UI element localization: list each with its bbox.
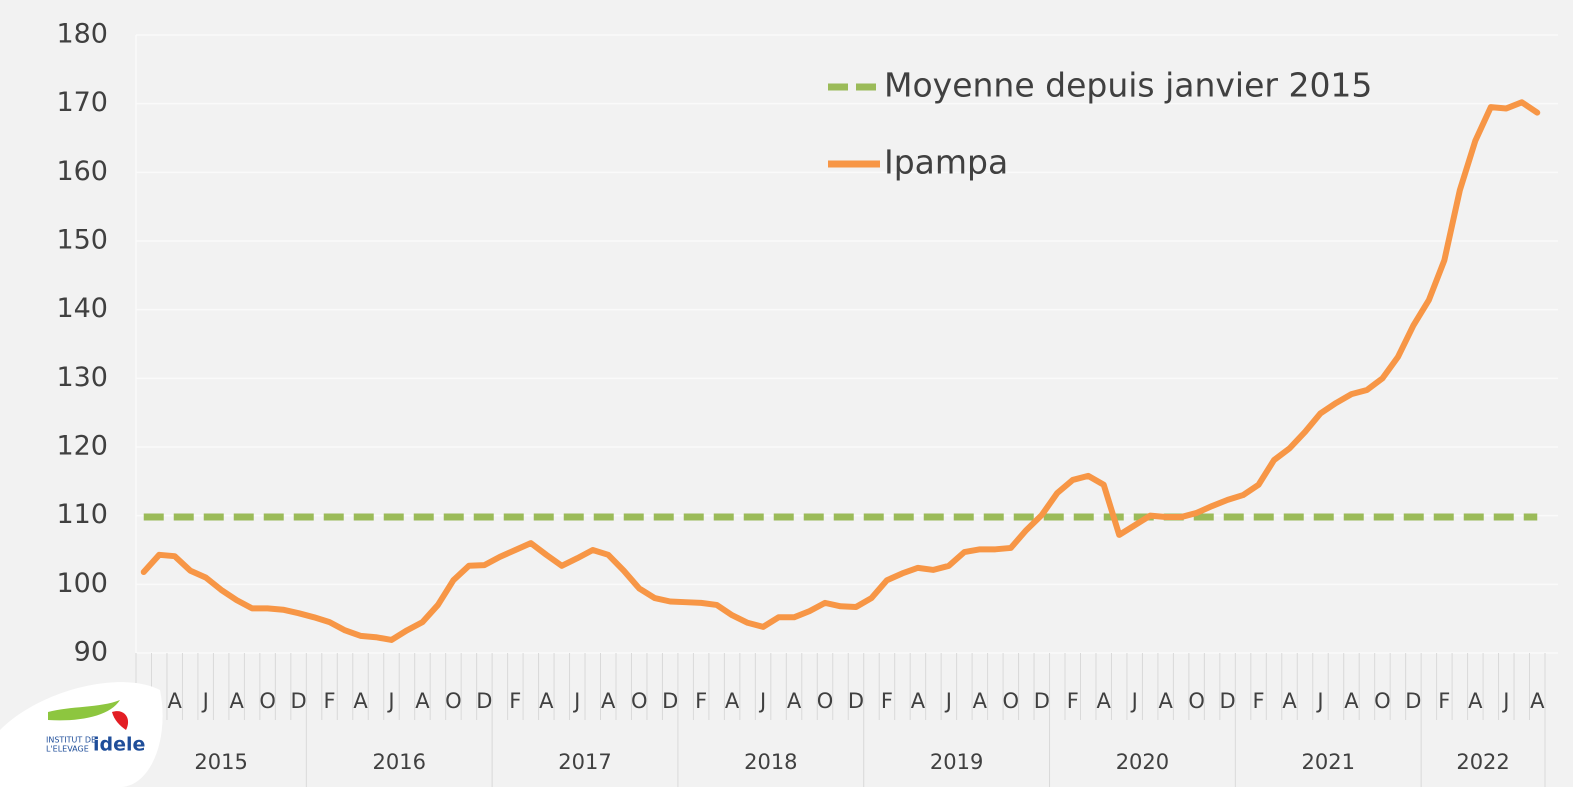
x-tick-label: A xyxy=(229,689,244,713)
legend-label: Ipampa xyxy=(884,143,1008,182)
x-tick-label: A xyxy=(1097,689,1112,713)
year-label: 2018 xyxy=(744,750,797,774)
x-tick-label: D xyxy=(848,689,864,713)
year-label: 2020 xyxy=(1116,750,1169,774)
year-label: 2017 xyxy=(558,750,611,774)
x-tick-label: F xyxy=(1253,689,1265,713)
x-tick-label: D xyxy=(1405,689,1421,713)
x-tick-label: F xyxy=(695,689,707,713)
x-tick-label: A xyxy=(539,689,554,713)
y-tick-label: 160 xyxy=(56,156,108,187)
x-tick-label: O xyxy=(1374,689,1391,713)
x-tick-label: A xyxy=(973,689,988,713)
x-tick-label: D xyxy=(476,689,492,713)
year-label: 2016 xyxy=(372,750,425,774)
y-tick-label: 150 xyxy=(56,225,108,256)
x-tick-label: J xyxy=(944,689,952,713)
x-tick-label: A xyxy=(1344,689,1359,713)
legend-label: Moyenne depuis janvier 2015 xyxy=(884,66,1372,105)
x-tick-label: A xyxy=(1282,689,1297,713)
x-tick-label: A xyxy=(415,689,430,713)
x-tick-label: F xyxy=(881,689,893,713)
logo-badge xyxy=(0,682,163,787)
y-tick-label: 110 xyxy=(56,499,108,530)
x-tick-label: O xyxy=(817,689,834,713)
logo: INSTITUT DE L'ELEVAGE idele xyxy=(0,682,163,787)
logo-text: INSTITUT DE xyxy=(46,736,96,745)
x-tick-label: A xyxy=(1530,689,1545,713)
x-tick-label: J xyxy=(572,689,580,713)
year-label: 2019 xyxy=(930,750,983,774)
x-tick-label: J xyxy=(386,689,394,713)
y-tick-label: 100 xyxy=(56,568,108,599)
logo-brand: idele xyxy=(93,734,145,756)
x-tick-label: J xyxy=(758,689,766,713)
x-tick-label: J xyxy=(201,689,209,713)
x-tick-label: F xyxy=(323,689,335,713)
x-tick-label: F xyxy=(1438,689,1450,713)
y-tick-label: 90 xyxy=(74,637,108,668)
year-label: 2022 xyxy=(1456,750,1509,774)
x-tick-label: A xyxy=(168,689,183,713)
x-tick-label: O xyxy=(445,689,462,713)
year-label: 2015 xyxy=(194,750,247,774)
x-tick-label: D xyxy=(1034,689,1050,713)
x-tick-label: A xyxy=(601,689,616,713)
x-tick-label: D xyxy=(1220,689,1236,713)
x-tick-label: J xyxy=(1315,689,1323,713)
x-tick-label: J xyxy=(1130,689,1138,713)
x-tick-label: A xyxy=(1158,689,1173,713)
logo-text: L'ELEVAGE xyxy=(46,745,89,754)
x-tick-label: O xyxy=(259,689,276,713)
x-tick-label: D xyxy=(290,689,306,713)
y-tick-label: 130 xyxy=(56,362,108,393)
y-tick-label: 120 xyxy=(56,431,108,462)
x-tick-label: D xyxy=(662,689,678,713)
y-tick-label: 170 xyxy=(56,87,108,118)
y-tick-label: 180 xyxy=(56,19,108,50)
x-tick-label: J xyxy=(1501,689,1509,713)
y-tick-label: 140 xyxy=(56,293,108,324)
x-tick-label: O xyxy=(1003,689,1020,713)
x-tick-label: F xyxy=(1067,689,1079,713)
logo-drop xyxy=(112,711,129,730)
x-tick-label: A xyxy=(353,689,368,713)
logo-swoosh xyxy=(48,700,120,721)
x-tick-label: A xyxy=(787,689,802,713)
x-tick-label: A xyxy=(1468,689,1483,713)
x-tick-label: O xyxy=(1188,689,1205,713)
x-tick-label: F xyxy=(509,689,521,713)
series-line xyxy=(140,99,1541,643)
year-label: 2021 xyxy=(1302,750,1355,774)
x-tick-label: A xyxy=(725,689,740,713)
x-tick-label: A xyxy=(911,689,926,713)
x-tick-label: O xyxy=(631,689,648,713)
